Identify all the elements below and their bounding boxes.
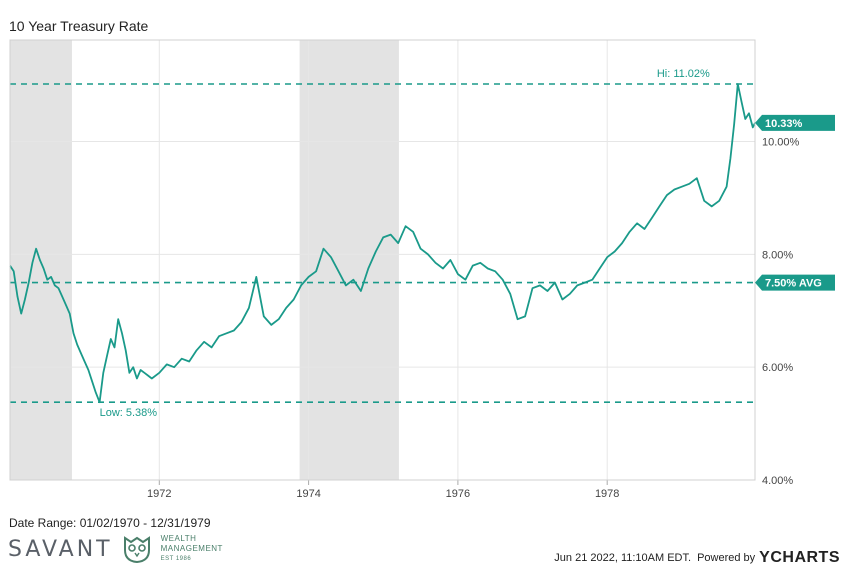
brand-name: SAVANT: [8, 536, 113, 562]
y-tick-label: 4.00%: [762, 475, 793, 487]
plot-border: [9, 39, 756, 481]
series-group: [9, 83, 756, 404]
ycharts-logo: YCHARTS: [759, 549, 840, 566]
chart-labels: Hi: 11.02% Low: 5.38% 10.33% 7.50% AVG: [100, 68, 835, 419]
y-tick-label: 8.00%: [762, 249, 793, 261]
brand-sub-line2: MANAGEMENT: [160, 544, 223, 553]
last-value-text: 10.33%: [765, 118, 803, 130]
recession-band: [299, 40, 399, 480]
recession-band: [10, 40, 72, 480]
x-tick-label: 1976: [446, 488, 470, 500]
last-value-flag: [755, 114, 835, 131]
axes: 4.00% 6.00% 8.00% 10.00% 1972 1974 1976 1978: [9, 39, 800, 500]
x-tick-label: 1978: [595, 488, 619, 500]
x-tick-label: 1974: [296, 488, 320, 500]
avg-text: 7.50% AVG: [765, 278, 822, 290]
brand-subtitle: WEALTH MANAGEMENT EST 1986: [161, 534, 223, 564]
owl-icon: [123, 536, 150, 564]
date-range: Date Range: 01/02/1970 - 12/31/1979: [9, 516, 211, 530]
y-tick-label: 6.00%: [762, 362, 793, 374]
low-label: Low: 5.38%: [100, 407, 158, 419]
footer-credit: Jun 21 2022, 11:10AM EDT. Powered by YCH…: [554, 549, 840, 567]
y-tick-label: 10.00%: [762, 137, 800, 149]
brand-sub-line1: WEALTH: [160, 534, 197, 543]
timestamp: Jun 21 2022, 11:10AM EDT.: [554, 552, 692, 564]
brand-est: EST 1986: [160, 556, 192, 562]
reference-lines: [10, 83, 755, 403]
high-label: Hi: 11.02%: [657, 68, 710, 80]
powered-by: Powered by: [697, 552, 756, 564]
savant-logo: SAVANT WEALTH MANAGEMENT EST 1986: [8, 532, 223, 566]
avg-flag: [755, 274, 835, 291]
treasury-rate-line: [9, 83, 756, 404]
x-tick-label: 1972: [147, 488, 171, 500]
chart-title: 10 Year Treasury Rate: [9, 18, 149, 34]
recession-bands: [10, 40, 399, 480]
